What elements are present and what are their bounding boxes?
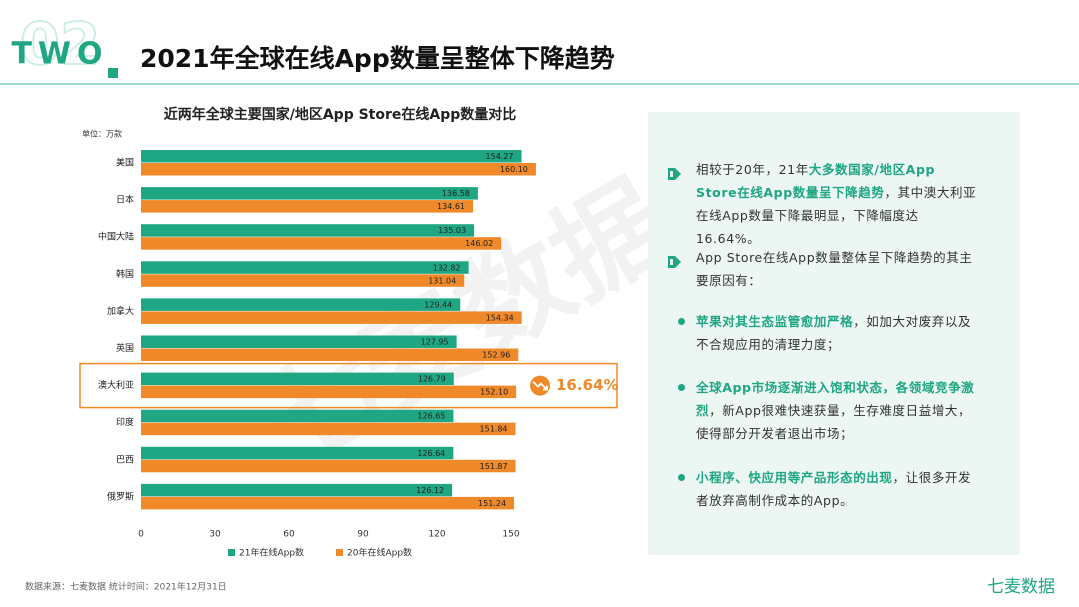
bar: [141, 200, 474, 213]
annotation-arrow: [532, 380, 548, 391]
panel-item: 苹果对其生态监管愈加严格，如加大对废弃以及不合规应用的清理力度；: [678, 310, 981, 356]
bar: [141, 150, 522, 163]
y-tick-label: 美国: [116, 157, 134, 169]
body-text: ，其中澳大利亚在线App数量下降最明显，下降幅度达16.64%。: [696, 185, 977, 246]
bar: [141, 187, 478, 200]
data-label: 131.04: [428, 276, 456, 285]
x-tick-label: 30: [209, 530, 221, 540]
bar: [141, 496, 515, 510]
annotation-label: 16.64%: [556, 376, 618, 394]
data-label: 152.10: [480, 388, 508, 397]
legend-label: 21年在线App数: [239, 547, 304, 559]
panel-item: 全球App市场逐渐进入饱和状态，各领域竞争激烈，新App很难快速获量，生存难度日…: [678, 376, 981, 445]
y-tick-label: 印度: [116, 416, 134, 428]
bar: [141, 422, 516, 436]
y-tick-label: 中国大陆: [98, 231, 134, 243]
chart-title: 近两年全球主要国家/地区App Store在线App数量对比: [164, 106, 517, 123]
data-label: 126.65: [417, 412, 445, 421]
bar: [141, 335, 457, 348]
arrow-icon: [668, 252, 682, 275]
bar: [141, 311, 522, 324]
body-text: App Store在线App数量整体呈下降趋势的其主要原因有：: [696, 250, 973, 288]
data-label: 129.44: [424, 300, 452, 309]
data-label: 154.27: [486, 152, 514, 161]
bar: [141, 409, 454, 423]
bar: [141, 446, 454, 460]
data-label: 152.96: [482, 351, 510, 360]
body-text: 相较于20年，21年: [696, 162, 809, 177]
body-text: ，让很多开发者放弃高制作成本的App。: [696, 470, 972, 508]
x-tick-label: 120: [428, 530, 445, 540]
bar: [141, 261, 469, 274]
y-tick-label: 英国: [116, 342, 134, 354]
footer-brand: 七麦数据: [987, 577, 1055, 597]
footer-source: 数据来源：七麦数据 统计时间：2021年12月31日: [25, 581, 227, 593]
unit-label: 单位：万款: [82, 129, 122, 139]
legend-label: 20年在线App数: [347, 547, 412, 559]
y-tick-label: 韩国: [116, 268, 134, 280]
text-panel: 相较于20年，21年大多数国家/地区App Store在线App数量呈下降趋势，…: [648, 112, 1020, 555]
y-tick-label: 加拿大: [107, 305, 134, 317]
bar: [141, 483, 453, 497]
bar: [141, 459, 516, 473]
data-label: 151.87: [480, 462, 508, 471]
header-label: TWO: [11, 37, 108, 72]
bar: [141, 348, 519, 361]
bar: [141, 298, 461, 311]
highlight-text: 全球App市场逐渐进入饱和状态，各领域竞争激烈: [696, 380, 975, 418]
data-label: 126.79: [418, 375, 446, 384]
legend-swatch: [336, 549, 343, 556]
legend-swatch: [228, 549, 235, 556]
data-label: 126.64: [417, 449, 445, 458]
header-mark: [108, 68, 118, 78]
data-label: 151.84: [480, 425, 508, 434]
bar: [141, 224, 475, 237]
data-label: 134.61: [437, 202, 465, 211]
data-label: 126.12: [416, 486, 444, 495]
bar: [141, 237, 502, 250]
x-tick-label: 0: [138, 530, 144, 540]
y-tick-label: 巴西: [116, 454, 134, 465]
data-label: 154.34: [486, 313, 514, 322]
y-tick-label: 俄罗斯: [107, 490, 134, 502]
bar: [141, 274, 465, 287]
bullet-dot: [678, 318, 685, 325]
highlight-text: 大多数国家/地区App Store在线App数量呈下降趋势: [696, 162, 936, 200]
highlight-box: [79, 362, 618, 409]
data-label: 136.58: [442, 189, 470, 198]
bar: [141, 385, 517, 399]
data-label: 146.02: [465, 239, 493, 248]
data-label: 132.82: [433, 263, 461, 272]
panel-item: 小程序、快应用等产品形态的出现，让很多开发者放弃高制作成本的App。: [678, 466, 981, 512]
arrow-icon: [668, 164, 682, 187]
panel-item: App Store在线App数量整体呈下降趋势的其主要原因有：: [668, 246, 981, 292]
highlight-text: 苹果对其生态监管愈加严格: [696, 314, 854, 329]
y-tick-label: 澳大利亚: [98, 379, 134, 391]
bullet-dot: [678, 384, 685, 391]
body-text: ，新App很难快速获量，生存难度日益增大，使得部分开发者退出市场；: [696, 403, 972, 441]
data-label: 151.24: [478, 499, 506, 508]
panel-item: 相较于20年，21年大多数国家/地区App Store在线App数量呈下降趋势，…: [668, 158, 981, 250]
bullet-dot: [678, 474, 685, 481]
bar: [141, 163, 536, 176]
data-label: 160.10: [500, 165, 528, 174]
x-tick-label: 150: [502, 530, 519, 540]
header-number: 02: [20, 10, 101, 78]
slide-title: 2021年全球在线App数量呈整体下降趋势: [140, 44, 615, 73]
body-text: ，如加大对废弃以及不合规应用的清理力度；: [696, 314, 972, 352]
data-label: 127.95: [421, 338, 449, 347]
bar: [141, 372, 454, 386]
data-label: 135.03: [438, 226, 466, 235]
y-tick-label: 日本: [116, 194, 134, 206]
x-tick-label: 60: [283, 530, 295, 540]
highlight-text: 小程序、快应用等产品形态的出现: [696, 470, 893, 485]
x-tick-label: 90: [357, 530, 369, 540]
